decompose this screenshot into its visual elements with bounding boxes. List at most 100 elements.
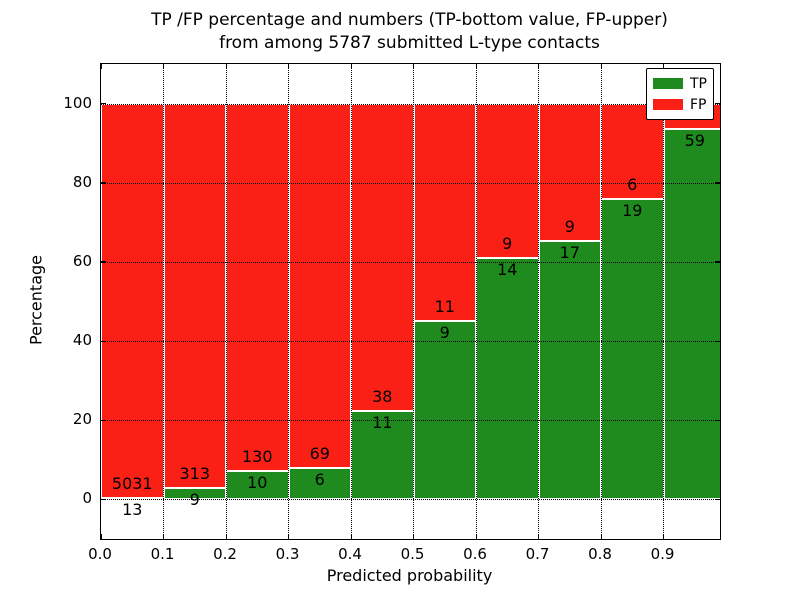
gridline-vertical [600, 64, 602, 539]
y-tick-mark [101, 103, 106, 105]
tp-bar-segment [413, 321, 476, 500]
x-tick-mark [475, 534, 477, 539]
y-tick-label: 40 [72, 331, 92, 350]
gridline-horizontal [101, 420, 720, 422]
x-tick-mark [475, 64, 477, 69]
x-tick-mark [663, 534, 665, 539]
y-tick-mark [715, 419, 720, 422]
tp-count-label: 17 [559, 242, 580, 262]
tp-bar-segment [538, 240, 601, 500]
x-tick-mark [288, 534, 290, 539]
y-tick-label: 0 [82, 489, 92, 508]
y-tick-mark [715, 103, 720, 105]
tp-count-label: 14 [497, 260, 518, 280]
legend-swatch-tp-icon [653, 78, 683, 89]
tp-bar-segment [663, 128, 720, 500]
x-tick-label: 0.1 [150, 545, 175, 563]
y-tick-mark [715, 182, 720, 184]
fp-count-label: 11 [434, 297, 455, 317]
x-tick-mark [538, 64, 540, 69]
gridline-vertical [413, 64, 414, 539]
chart-title: TP /FP percentage and numbers (TP-bottom… [0, 9, 800, 55]
fp-count-label: 9 [564, 216, 575, 236]
fp-bar-segment [101, 103, 164, 499]
gridline-horizontal [101, 341, 720, 343]
x-tick-mark [600, 64, 602, 69]
chart-title-line1: TP /FP percentage and numbers (TP-bottom… [151, 10, 668, 30]
x-tick-mark [101, 534, 103, 539]
x-tick-label: 0.7 [525, 545, 550, 563]
gridline-vertical [163, 64, 164, 539]
gridline-horizontal [101, 103, 720, 105]
gridline-horizontal [101, 499, 720, 501]
gridline-vertical [475, 64, 477, 539]
legend-label: FP [690, 96, 707, 113]
x-tick-mark [225, 534, 227, 539]
x-tick-label: 0.9 [650, 545, 675, 563]
legend-label: TP [690, 75, 707, 92]
legend: TP FP [646, 68, 714, 120]
tp-count-label: 6 [314, 469, 325, 489]
y-tick-mark [715, 498, 720, 501]
tp-count-label: 19 [622, 200, 643, 220]
fp-count-label: 38 [372, 386, 393, 406]
tp-count-label: 10 [247, 473, 268, 493]
x-tick-mark [101, 64, 103, 69]
gridline-horizontal [101, 182, 720, 184]
x-tick-mark [225, 64, 227, 69]
y-tick-mark [715, 261, 720, 263]
tp-count-label: 9 [189, 490, 200, 510]
x-tick-mark [163, 534, 165, 539]
tp-bar-segment [226, 471, 289, 500]
x-tick-mark [538, 534, 540, 539]
fp-bar-segment [413, 103, 476, 322]
gridline-vertical [225, 64, 227, 539]
gridline-vertical [663, 64, 664, 539]
fp-count-label: 5031 [111, 474, 153, 494]
y-axis-label: Percentage [26, 254, 46, 346]
tp-count-label: 9 [439, 323, 450, 343]
x-tick-mark [350, 64, 352, 69]
fp-count-label: 130 [241, 447, 273, 467]
fp-count-label: 6 [627, 174, 638, 194]
x-tick-mark [350, 534, 352, 539]
legend-swatch-fp-icon [653, 99, 683, 110]
gridline-vertical [288, 64, 289, 539]
plot-area: 5031133139130106963811119914917619459 [100, 63, 721, 540]
fp-bar-segment [226, 103, 289, 472]
fp-bar-segment [351, 103, 414, 411]
x-tick-label: 0.3 [275, 545, 300, 563]
chart-title-line2: from among 5787 submitted L-type contact… [219, 33, 600, 53]
fp-count-label: 69 [309, 443, 330, 463]
legend-entry-fp: FP [653, 94, 707, 115]
x-tick-mark [413, 64, 415, 69]
gridline-vertical [350, 64, 352, 539]
x-tick-mark [663, 64, 665, 69]
x-tick-label: 0.0 [88, 545, 112, 563]
x-tick-label: 0.4 [338, 545, 362, 563]
y-tick-mark [101, 182, 106, 184]
x-tick-mark [600, 534, 602, 539]
y-tick-mark [101, 419, 106, 422]
tp-bar-segment [351, 410, 414, 500]
x-tick-label: 0.5 [400, 545, 425, 563]
fp-bar-segment [476, 103, 539, 259]
legend-entry-tp: TP [653, 73, 707, 94]
x-tick-label: 0.2 [213, 545, 237, 563]
y-tick-mark [715, 340, 720, 342]
fp-count-label: 9 [502, 234, 513, 254]
y-tick-label: 60 [72, 251, 92, 270]
fp-count-label: 313 [179, 464, 211, 484]
tp-count-label: 59 [684, 130, 705, 150]
x-axis-label: Predicted probability [326, 566, 493, 585]
tp-count-label: 13 [122, 500, 143, 520]
y-tick-label: 20 [72, 410, 92, 429]
fp-bar-segment [163, 103, 226, 489]
x-tick-label: 0.6 [463, 545, 487, 563]
tp-count-label: 11 [372, 412, 393, 432]
y-tick-mark [101, 498, 106, 501]
gridline-vertical [538, 64, 539, 539]
tp-bar-segment [601, 198, 664, 500]
y-tick-mark [101, 261, 106, 263]
y-tick-mark [101, 340, 106, 342]
